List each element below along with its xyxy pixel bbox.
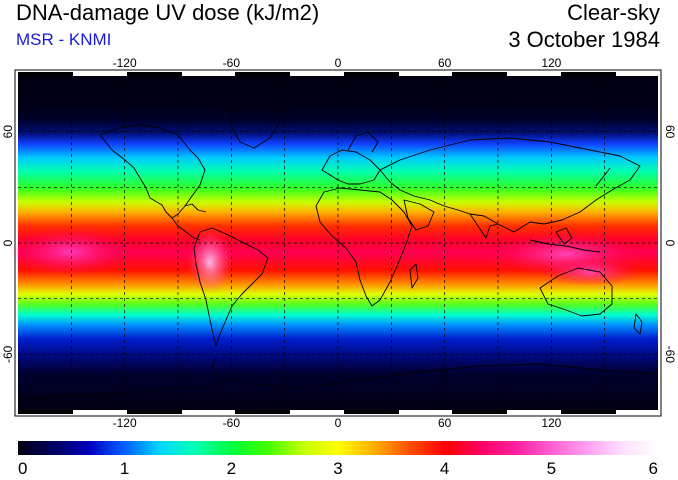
coast-central-america: [171, 217, 201, 241]
colorbar-tick-label: 2: [227, 459, 236, 478]
lon-ticks-bottom: -120 -60 0 60 120: [113, 416, 562, 430]
lon-tick-label-bottom: -120: [113, 416, 137, 430]
map-source: MSR - KNMI: [16, 30, 112, 49]
coast-new-zealand: [633, 313, 643, 335]
lon-tick-label-bottom: -60: [223, 416, 241, 430]
coast-borneo: [555, 227, 573, 245]
colorbar-tick-label: 0: [18, 459, 27, 478]
colorbar-tick-label: 3: [333, 459, 342, 478]
lat-ticks-right: 60 0 -60: [663, 125, 677, 363]
lat-ticks-left: 60 0 -60: [1, 125, 15, 363]
coast-japan: [595, 167, 611, 187]
colorbar-tick-label: 4: [440, 459, 449, 478]
lat-tick-label-left: -60: [1, 345, 15, 363]
lon-tick-label-bottom: 120: [541, 416, 561, 430]
lat-tick-label-left: 0: [1, 239, 15, 246]
coast-south-america: [193, 227, 269, 347]
lat-tick-label-left: 60: [1, 125, 15, 139]
coast-antarctica: [19, 363, 659, 401]
colorbar-tick-label: 5: [547, 459, 556, 478]
colorbar-tick-labels: 0 1 2 3 4 5 6: [18, 459, 658, 478]
uv-peak-pacific: [10, 228, 130, 276]
lon-tick-label-bottom: 60: [438, 416, 452, 430]
coast-asia: [379, 137, 641, 233]
lat-tick-label-right: 60: [663, 125, 677, 139]
lat-tick-label-right: -60: [663, 346, 677, 364]
coast-greenland: [227, 103, 281, 149]
coast-arabia: [403, 199, 435, 231]
coast-caribbean: [184, 203, 207, 213]
coast-australia: [539, 267, 613, 317]
colorbar-tick-label: 1: [120, 459, 129, 478]
map-title: DNA-damage UV dose (kJ/m2): [16, 0, 320, 25]
lon-tick-label-top: -60: [223, 56, 241, 70]
sky-condition: Clear-sky: [567, 0, 660, 25]
lon-tick-label-top: 0: [335, 56, 342, 70]
graticule: [18, 76, 658, 410]
coast-madagascar: [409, 263, 419, 289]
colorbar-scale: [18, 441, 658, 455]
lat-tick-label-right: 0: [663, 240, 677, 247]
colorbar-tick-label: 6: [649, 459, 658, 478]
coast-antarctic-peninsula: [211, 357, 219, 377]
lon-ticks-top: -120 -60 0 60 120: [113, 56, 562, 70]
map-border-ticks: [18, 72, 616, 414]
lon-tick-label-bottom: 0: [335, 416, 342, 430]
coast-india: [469, 213, 499, 239]
coast-africa: [315, 187, 413, 307]
lon-tick-label-top: -120: [113, 56, 137, 70]
lon-tick-label-top: 120: [541, 56, 561, 70]
lon-tick-label-top: 60: [438, 56, 452, 70]
uv-peak-australia: [540, 258, 640, 286]
map-date: 3 October 1984: [508, 27, 660, 52]
